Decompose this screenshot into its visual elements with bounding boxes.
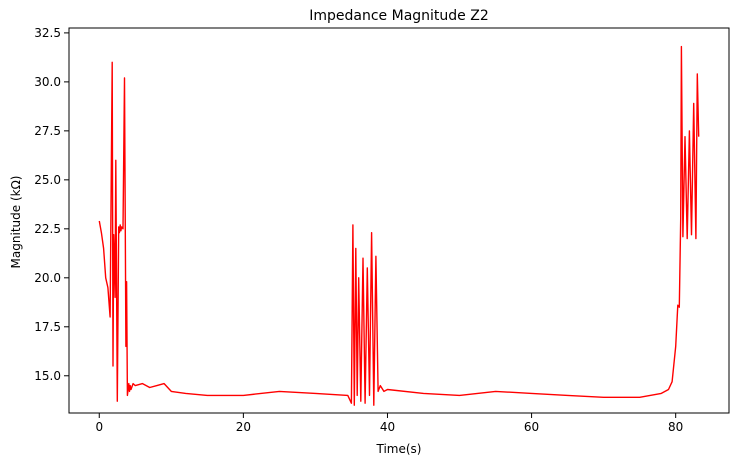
y-tick-label: 22.5 (34, 222, 61, 236)
y-tick-label: 25.0 (34, 173, 61, 187)
x-axis-label: Time(s) (376, 442, 422, 456)
x-tick-label: 0 (95, 420, 103, 434)
y-tick-label: 32.5 (34, 26, 61, 40)
x-tick-label: 40 (380, 420, 395, 434)
y-tick-label: 17.5 (34, 320, 61, 334)
x-tick-label: 60 (524, 420, 539, 434)
y-tick-label: 27.5 (34, 124, 61, 138)
plot-area: 0 20 40 60 80 15.0 17.5 20.0 22.5 25.0 27.5 30.0 32.… (34, 26, 730, 434)
axes-frame (68, 27, 730, 414)
y-tick-label: 30.0 (34, 75, 61, 89)
chart-title: Impedance Magnitude Z2 (309, 8, 488, 24)
series-line-0 (98, 45, 700, 406)
y-tick-label: 15.0 (34, 369, 61, 383)
y-axis-label: Magnitude (kΩ) (9, 176, 23, 269)
x-tick-label: 80 (668, 420, 683, 434)
y-tick-label: 20.0 (34, 271, 61, 285)
x-tick-label: 20 (236, 420, 251, 434)
